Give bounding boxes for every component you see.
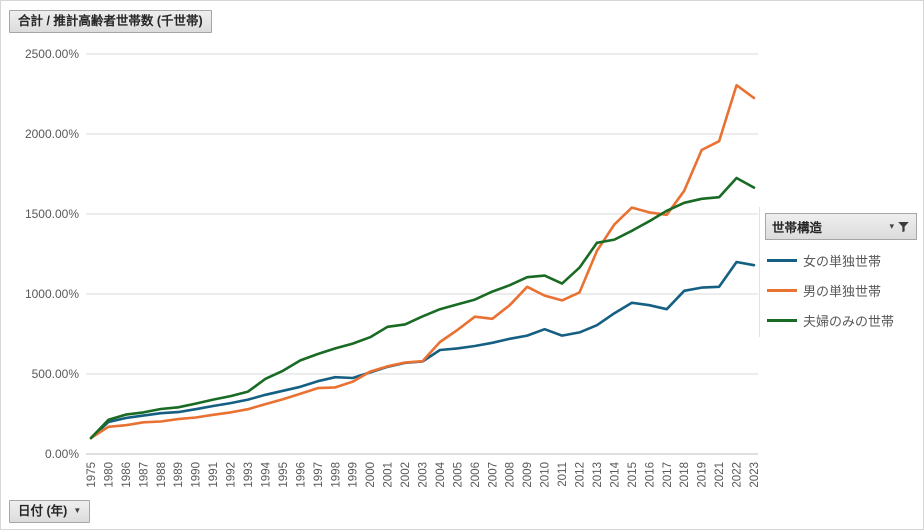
x-tick-label: 1993 <box>243 462 255 488</box>
x-tick-label: 1990 <box>191 462 203 488</box>
y-tick-label: 2000.00% <box>25 127 79 141</box>
y-axis-tick-labels: 0.00% 500.00% 1000.00% 1500.00% 2000.00% 2500… <box>25 47 79 461</box>
x-tick-label: 2011 <box>557 462 569 487</box>
x-tick-label: 2023 <box>749 462 761 488</box>
x-tick-label: 1980 <box>103 462 115 488</box>
x-tick-label: 2017 <box>662 462 674 488</box>
chevron-down-icon: ▾ <box>889 221 894 231</box>
x-tick-label: 1987 <box>138 462 150 488</box>
x-tick-label: 1995 <box>278 462 290 488</box>
legend-field-label: 世帯構造 <box>772 221 823 235</box>
series-color-swatch <box>767 289 797 292</box>
legend-item-male-single[interactable]: 男の単独世帯 <box>765 281 917 300</box>
legend-field-button[interactable]: 世帯構造 ▾ <box>765 213 917 240</box>
x-tick-label: 2002 <box>400 462 412 488</box>
series-color-swatch <box>767 259 797 262</box>
x-tick-label: 2005 <box>452 462 464 488</box>
series-line-1[interactable] <box>89 83 756 440</box>
x-tick-label: 2013 <box>592 462 604 488</box>
funnel-icon[interactable] <box>897 221 910 233</box>
x-axis-tick-labels: 1975 1980 1986 1987 1988 1989 1990 1991 1992 1993… <box>86 461 761 487</box>
series-line-0[interactable] <box>89 260 756 440</box>
legend-item-label: 男の単独世帯 <box>803 284 882 299</box>
values-field-button[interactable]: 合計 / 推計高齢者世帯数 (千世帯) <box>9 10 212 33</box>
legend-separator <box>759 207 760 337</box>
y-tick-label: 500.00% <box>32 367 80 381</box>
x-tick-label: 1999 <box>348 462 360 488</box>
series-line-2[interactable] <box>89 176 756 440</box>
gridlines <box>86 53 758 455</box>
x-tick-label: 1996 <box>295 462 307 488</box>
x-tick-label: 2010 <box>540 462 552 488</box>
y-tick-label: 1000.00% <box>25 287 79 301</box>
x-tick-label: 2006 <box>470 462 482 488</box>
x-tick-label: 1975 <box>86 462 98 488</box>
legend-item-couple-only[interactable]: 夫婦のみの世帯 <box>765 311 917 330</box>
x-tick-label: 2001 <box>383 462 395 488</box>
x-tick-label: 2009 <box>522 462 534 488</box>
x-tick-label: 1992 <box>226 462 238 488</box>
x-tick-label: 2004 <box>435 461 447 487</box>
x-tick-label: 2018 <box>679 462 691 488</box>
y-tick-label: 2500.00% <box>25 47 79 61</box>
legend-item-female-single[interactable]: 女の単独世帯 <box>765 251 917 270</box>
legend-item-label: 女の単独世帯 <box>803 254 882 269</box>
legend: 世帯構造 ▾ 女の単独世帯 男の単独世帯 夫婦のみの世帯 <box>765 213 917 330</box>
x-tick-label: 2015 <box>627 462 639 488</box>
x-tick-label: 2007 <box>487 462 499 488</box>
y-tick-label: 0.00% <box>45 447 79 461</box>
series-color-swatch <box>767 319 797 322</box>
date-field-button[interactable]: 日付 (年) ▼ <box>9 500 91 523</box>
x-tick-label: 1998 <box>330 462 342 488</box>
x-tick-label: 2014 <box>609 461 621 487</box>
x-tick-label: 2003 <box>418 462 430 488</box>
x-tick-label: 1986 <box>121 462 133 488</box>
x-tick-label: 2021 <box>714 462 726 488</box>
x-tick-label: 2016 <box>644 462 656 488</box>
x-tick-label: 2000 <box>365 462 377 488</box>
x-tick-label: 1989 <box>173 462 185 488</box>
x-tick-label: 2012 <box>575 462 587 488</box>
x-tick-label: 1991 <box>208 462 220 488</box>
x-tick-label: 1988 <box>156 462 168 488</box>
values-field-label: 合計 / 推計高齢者世帯数 (千世帯) <box>18 14 203 28</box>
x-tick-label: 2022 <box>732 462 744 488</box>
x-tick-label: 1997 <box>313 462 325 488</box>
x-tick-label: 1994 <box>260 461 272 487</box>
y-tick-label: 1500.00% <box>25 207 79 221</box>
chevron-down-icon: ▼ <box>73 506 82 515</box>
x-tick-label: 2019 <box>697 462 709 488</box>
legend-item-label: 夫婦のみの世帯 <box>803 314 895 329</box>
date-field-label: 日付 (年) <box>18 504 68 518</box>
x-tick-label: 2008 <box>505 462 517 488</box>
